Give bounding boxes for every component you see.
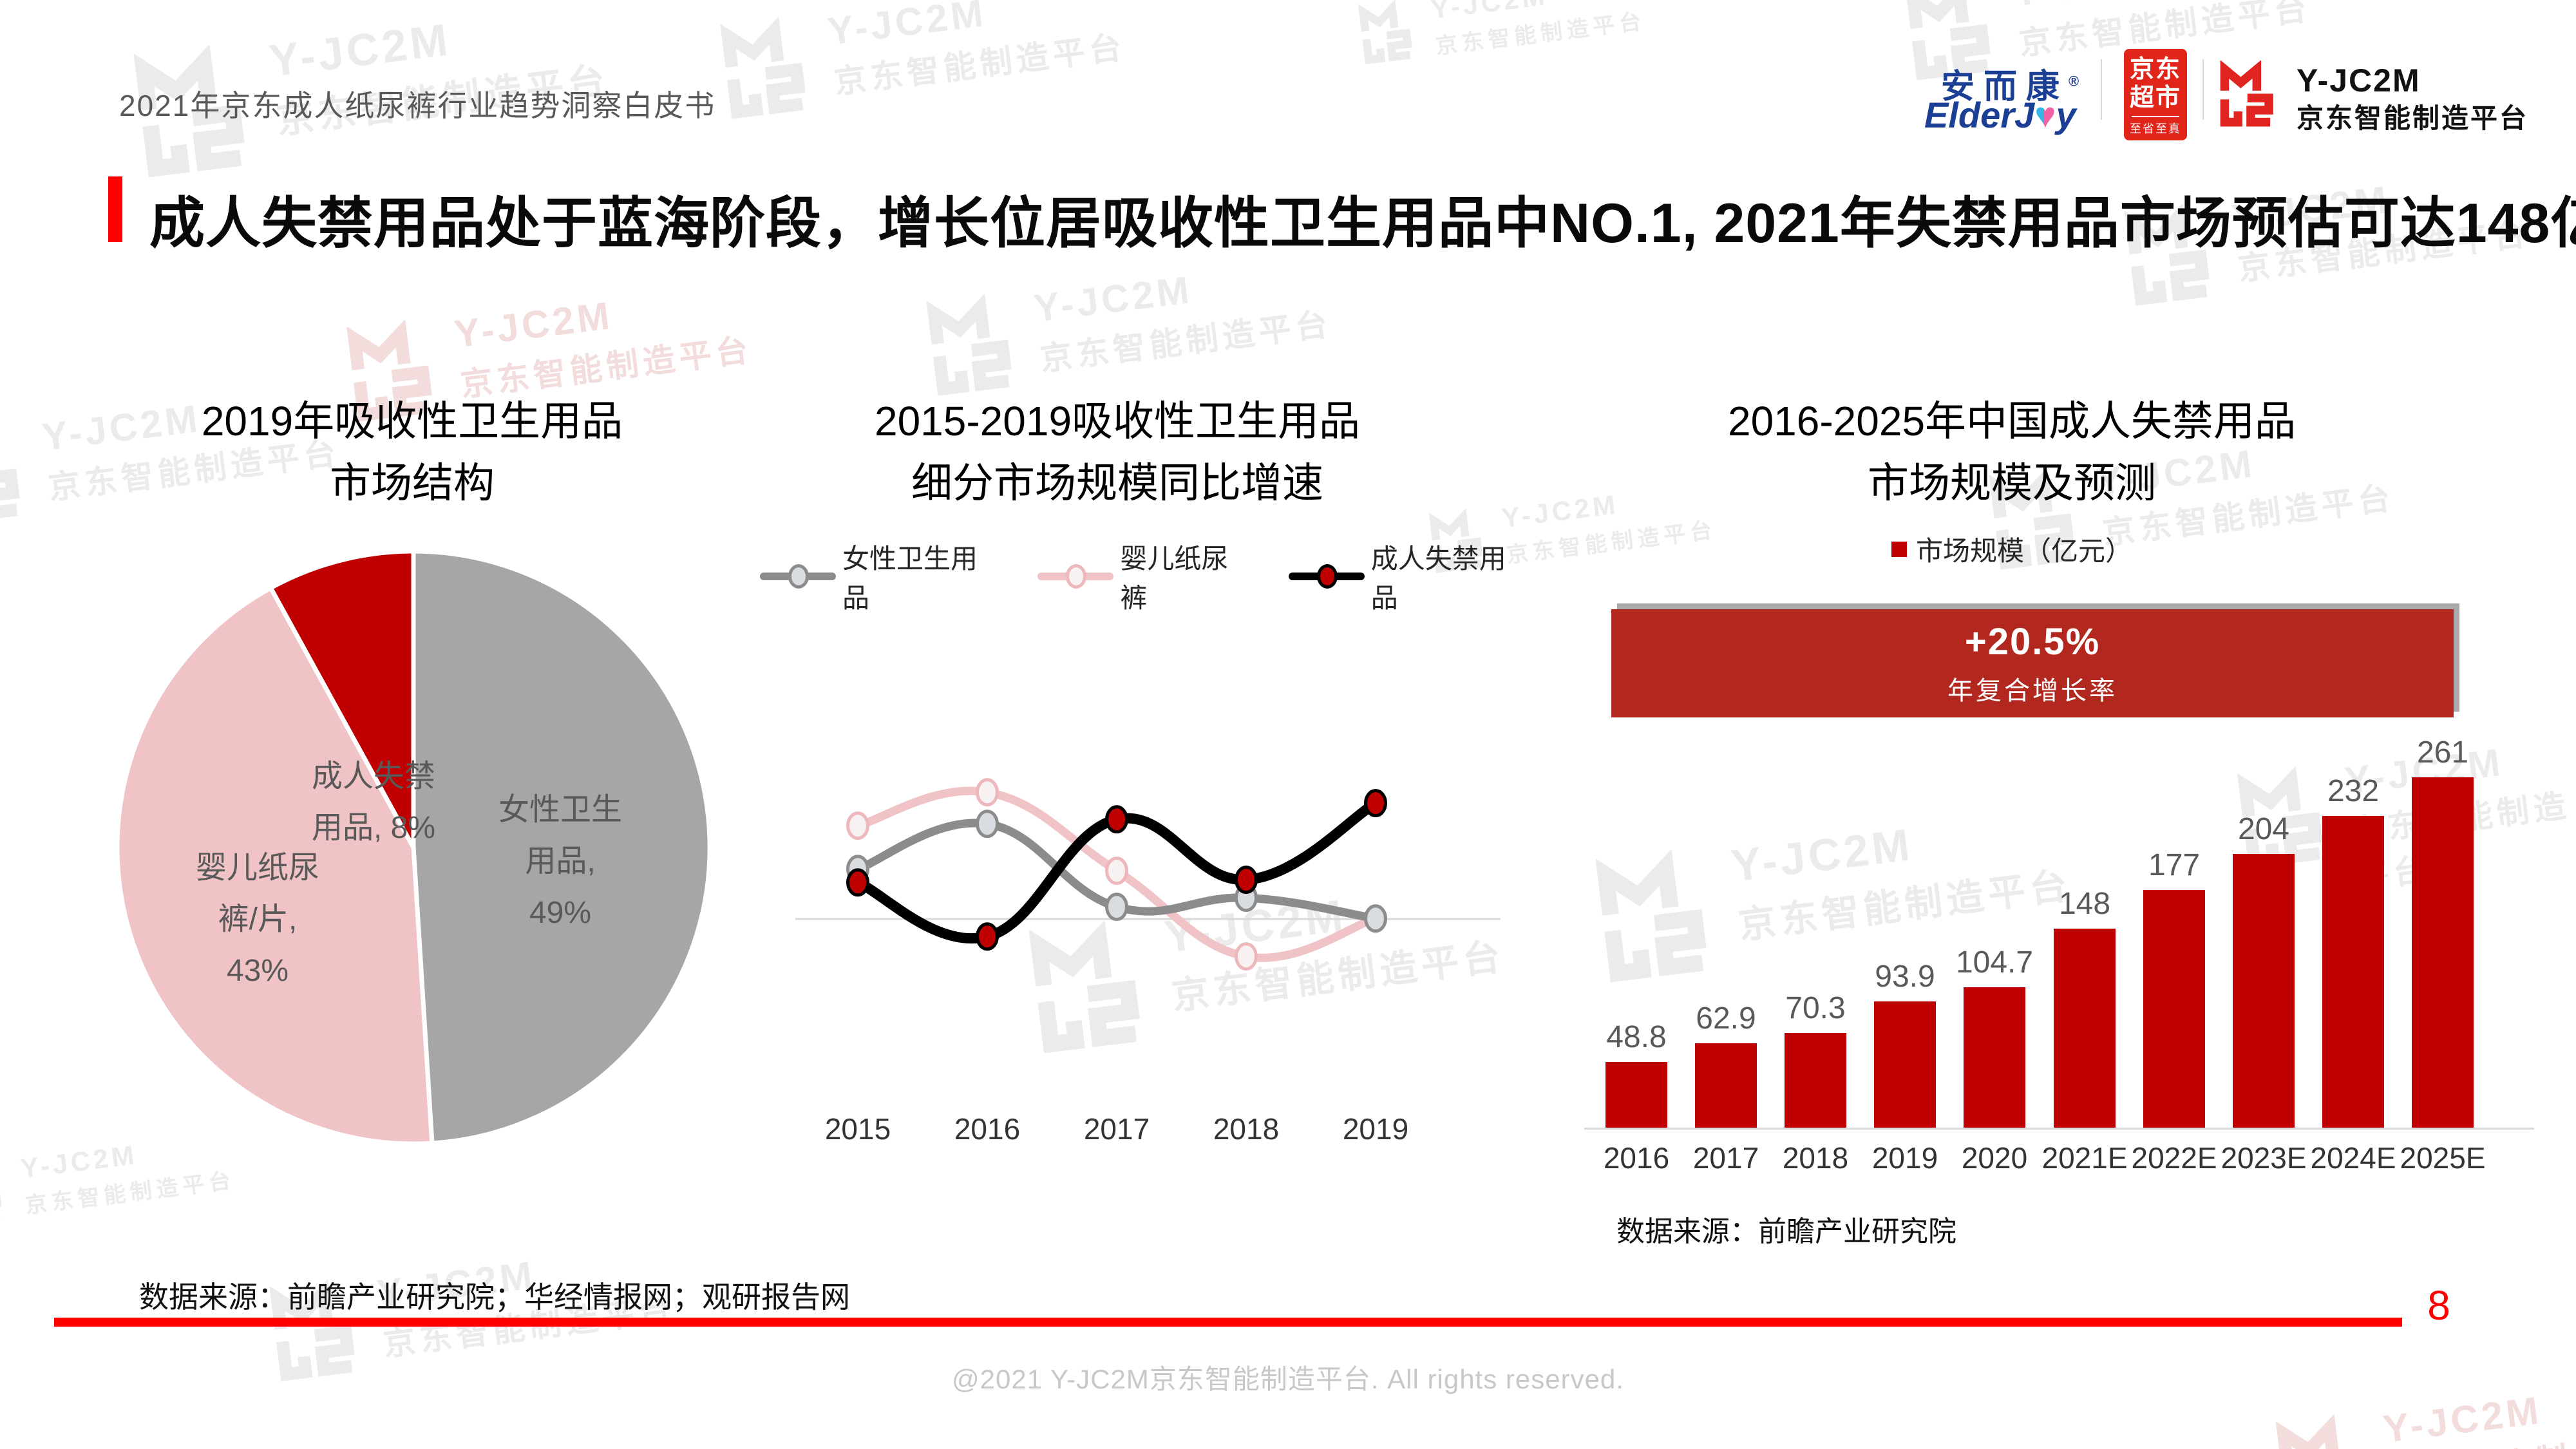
x-axis-label: 2017 [1692,1141,1759,1175]
line-chart [795,778,1501,971]
bar-chart-legend: 市场规模（亿元） [1671,529,2353,569]
bar-plot: 48.8 2016 62.9 2017 70.3 2018 93.9 2019 104.7 202… [1584,728,2537,1179]
pie-label-baby: 婴儿纸尿 裤/片, 43% [195,851,319,988]
bar [2233,854,2295,1128]
yjc2m-logo-subtitle: 京东智能制造平台 [2297,103,2529,133]
data-point-marker [1105,893,1128,922]
bar [1785,1033,1846,1128]
bar-value-label: 204 [2237,812,2290,846]
yjc2m-logo-icon [2218,61,2285,128]
page-title: 成人失禁用品处于蓝海阶段，增长位居吸收性卫生用品中NO.1, 2021年失禁用品… [149,193,2576,254]
registered-mark: ® [2069,73,2079,90]
heart-icon: ♥ [2034,95,2056,135]
bar-value-label: 70.3 [1785,991,1846,1025]
logo-divider [2202,59,2204,120]
footer-rule [54,1318,2402,1327]
pie-slice [268,549,416,850]
legend-label: 婴儿纸尿裤 [1120,544,1229,613]
line-chart-title: 2015-2019吸收性卫生用品 细分市场规模同比增速 [874,398,1361,506]
bar-value-label: 177 [2148,848,2201,882]
elderjoy-logo-en: ElderJ♥y [1924,95,2076,135]
data-source: 数据来源：前瞻产业研究院；华经情报网；观研报告网 [139,1280,850,1314]
bar [2054,929,2116,1128]
x-axis-label: 2022E [2131,1141,2217,1175]
bar [1964,987,2025,1128]
x-axis-label: 2019 [1871,1141,1938,1175]
copyright: @2021 Y-JC2M京东智能制造平台. All rights reserve… [952,1364,1624,1394]
pie-slice [115,585,435,1146]
x-axis-label: 2024E [2310,1141,2396,1175]
pie-label-adult: 成人失禁 用品, 8% [311,759,436,845]
data-point-marker [1364,904,1387,933]
data-point-marker [1235,942,1258,971]
data-point-marker [846,868,869,897]
data-point-marker [976,922,999,951]
data-point-marker [1105,857,1128,886]
legend-item: 成人失禁用品 [1288,537,1533,616]
legend-marker [760,563,836,590]
jd-supermarket-badge: 京东 超市 至省至真 [2124,49,2187,140]
data-point-marker [1235,866,1258,895]
x-axis-label: 2023E [2221,1141,2307,1175]
bar-value-label: 261 [2416,735,2469,770]
x-axis-label: 2018 [1782,1141,1849,1175]
bar-value-label: 232 [2327,774,2380,808]
x-axis-label: 2015 [824,1112,891,1146]
bar [1695,1043,1757,1128]
page-number: 8 [2427,1282,2450,1329]
legend-label: 成人失禁用品 [1370,544,1506,613]
x-axis-label: 2016 [954,1112,1021,1146]
cagr-callout: +20.5% 年复合增长率 [1611,609,2454,717]
data-point-marker [1105,805,1128,834]
x-axis-label: 2019 [1342,1112,1409,1146]
line-chart-xlabels: 2015 2016 2017 2018 2019 [760,1112,1533,1150]
bar [1874,1001,1936,1128]
pie-chart [115,549,712,1146]
x-axis-label: 2021E [2041,1141,2128,1175]
badge-divider [2132,116,2179,117]
legend-item: 婴儿纸尿裤 [1037,537,1255,616]
x-axis-label: 2016 [1603,1141,1670,1175]
line-chart-legend: 女性卫生用品 婴儿纸尿裤 成人失禁用品 [760,537,1533,616]
document-subtitle: 2021年京东成人纸尿裤行业趋势洞察白皮书 [119,89,716,122]
x-axis-label: 2017 [1083,1112,1150,1146]
bar-value-label: 104.7 [1955,945,2034,980]
x-axis-label: 2018 [1213,1112,1280,1146]
bar-chart-source: 数据来源：前瞻产业研究院 [1616,1216,1956,1247]
data-point-marker [1364,789,1387,818]
yjc2m-logo-name: Y-JC2M [2297,62,2421,99]
x-axis-line [1584,1128,2534,1130]
pie-label-female: 女性卫生 用品, 49% [498,793,622,930]
bar-value-label: 93.9 [1875,960,1935,994]
legend-marker [1037,563,1114,590]
bar [2412,777,2474,1128]
bar [2322,816,2384,1128]
elderjoy-cn-text: 安而康 [1941,68,2069,106]
pie-chart-title: 2019年吸收性卫生用品 市场结构 [201,398,623,506]
data-point-marker [846,811,869,840]
bar-chart-title: 2016-2025年中国成人失禁用品 市场规模及预测 [1727,398,2297,506]
pie-slice [411,549,712,1146]
x-axis-label: 2025E [2400,1141,2486,1175]
data-point-marker [976,778,999,807]
legend-swatch [1891,541,1907,557]
bar-value-label: 48.8 [1606,1020,1667,1054]
title-accent-bar [108,176,122,242]
x-axis-label: 2020 [1961,1141,2028,1175]
bar [1605,1062,1667,1128]
bar [2143,890,2205,1128]
legend-label: 女性卫生用品 [842,544,978,613]
elderjoy-logo-cn: 安而康® [1941,59,2079,108]
legend-marker [1288,563,1365,590]
legend-item: 女性卫生用品 [760,537,1004,616]
bar-value-label: 148 [2058,887,2111,921]
bar-value-label: 62.9 [1696,1001,1756,1036]
data-point-marker [976,810,999,838]
logo-divider [2101,59,2102,120]
